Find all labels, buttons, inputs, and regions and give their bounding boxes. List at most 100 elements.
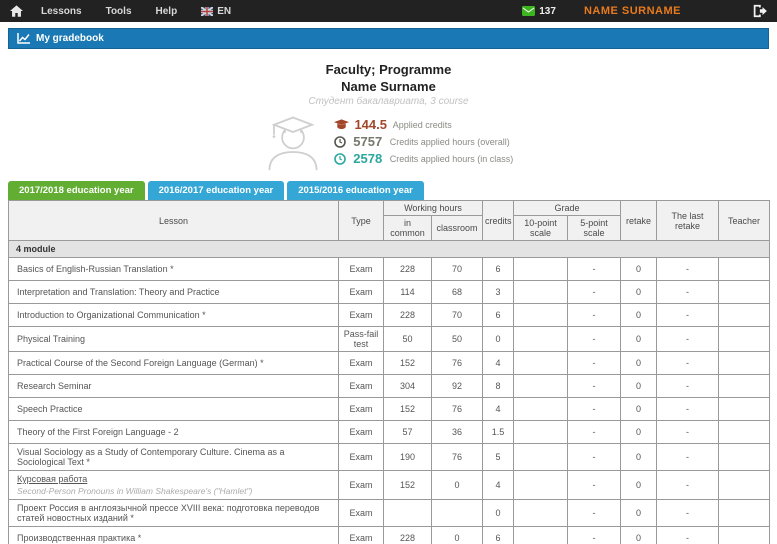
last-retake-cell: - (657, 444, 719, 471)
credits-cell: 6 (483, 527, 514, 544)
grade5-cell: - (568, 375, 621, 398)
user-name[interactable]: NAME SURNAME (584, 5, 681, 17)
chart-line-icon (17, 33, 30, 44)
grade10-cell (514, 258, 568, 281)
hours-common-cell: 152 (384, 352, 432, 375)
tab-2015-2016[interactable]: 2015/2016 education year (287, 181, 424, 200)
lesson-row: Interpretation and Translation: Theory a… (9, 281, 770, 304)
module-section-row: 4 module (9, 241, 770, 258)
lesson-link[interactable]: Курсовая работа (17, 474, 87, 484)
lesson-cell: Проект Россия в англоязычной прессе XVII… (9, 500, 339, 527)
retake-cell: 0 (621, 444, 657, 471)
top-navigation-bar: Lessons Tools Help EN 137 NAME SURNAME (0, 0, 777, 22)
lesson-title: Research Seminar (17, 381, 92, 391)
grade5-cell: - (568, 281, 621, 304)
stat-hours-overall: 5757 Credits applied hours (overall) (334, 134, 514, 149)
clock-icon (334, 153, 346, 165)
hours-classroom-cell: 70 (432, 258, 483, 281)
last-retake-cell: - (657, 304, 719, 327)
last-retake-cell: - (657, 352, 719, 375)
last-retake-cell: - (657, 500, 719, 527)
last-retake-cell: - (657, 398, 719, 421)
hours-in-class-value: 2578 (351, 151, 385, 166)
type-cell: Exam (339, 471, 384, 500)
lesson-title: Проект Россия в англоязычной прессе XVII… (17, 503, 319, 523)
hours-classroom-cell: 76 (432, 444, 483, 471)
student-status: Студент бакалавриата, 3 course (0, 96, 777, 107)
language-label: EN (217, 6, 231, 17)
stat-applied-credits: 144.5 Applied credits (334, 117, 514, 132)
logout-icon[interactable] (751, 4, 767, 18)
grade5-cell: - (568, 304, 621, 327)
retake-cell: 0 (621, 527, 657, 544)
last-retake-cell: - (657, 527, 719, 544)
hours-common-cell: 152 (384, 398, 432, 421)
type-cell: Exam (339, 352, 384, 375)
lesson-title: Interpretation and Translation: Theory a… (17, 287, 219, 297)
header-last-retake: The last retake (657, 201, 719, 241)
lesson-cell: Курсовая работаSecond-Person Pronouns in… (9, 471, 339, 500)
credits-cell: 5 (483, 444, 514, 471)
last-retake-cell: - (657, 375, 719, 398)
home-icon[interactable] (10, 5, 23, 17)
student-name: Name Surname (0, 79, 777, 94)
lesson-cell: Visual Sociology as a Study of Contempor… (9, 444, 339, 471)
retake-cell: 0 (621, 258, 657, 281)
teacher-cell (719, 327, 770, 352)
applied-credits-value: 144.5 (354, 117, 388, 132)
grade10-cell (514, 421, 568, 444)
grade10-cell (514, 527, 568, 544)
credits-cell: 1.5 (483, 421, 514, 444)
grade10-cell (514, 352, 568, 375)
envelope-icon (522, 6, 535, 16)
gradebook-table-body: 4 module Basics of English-Russian Transl… (9, 241, 770, 544)
menu-item-tools[interactable]: Tools (106, 6, 132, 17)
hours-common-cell: 228 (384, 258, 432, 281)
student-profile: Faculty; Programme Name Surname Студент … (0, 62, 777, 171)
teacher-cell (719, 444, 770, 471)
module-section-title: 4 module (9, 241, 770, 258)
lesson-row: Производственная практика *Exam22806-0- (9, 527, 770, 544)
lesson-row: Speech PracticeExam152764-0- (9, 398, 770, 421)
menu-item-lessons[interactable]: Lessons (41, 6, 82, 17)
menu-item-help[interactable]: Help (156, 6, 178, 17)
hours-in-class-label: Credits applied hours (in class) (390, 154, 514, 164)
header-in-common: in common (384, 216, 432, 241)
grade10-cell (514, 398, 568, 421)
credits-cell: 4 (483, 471, 514, 500)
hours-common-cell: 50 (384, 327, 432, 352)
type-cell: Exam (339, 527, 384, 544)
hours-overall-value: 5757 (351, 134, 385, 149)
hours-common-cell: 228 (384, 527, 432, 544)
retake-cell: 0 (621, 352, 657, 375)
lesson-row: Introduction to Organizational Communica… (9, 304, 770, 327)
lesson-title: Speech Practice (17, 404, 83, 414)
stat-hours-in-class: 2578 Credits applied hours (in class) (334, 151, 514, 166)
credits-cell: 4 (483, 352, 514, 375)
header-scale10: 10-point scale (514, 216, 568, 241)
type-cell: Pass-fail test (339, 327, 384, 352)
teacher-cell (719, 421, 770, 444)
teacher-cell (719, 398, 770, 421)
uk-flag-icon (201, 7, 213, 16)
type-cell: Exam (339, 421, 384, 444)
tab-2016-2017[interactable]: 2016/2017 education year (148, 181, 285, 200)
header-scale5: 5-point scale (568, 216, 621, 241)
retake-cell: 0 (621, 471, 657, 500)
hours-classroom-cell: 0 (432, 471, 483, 500)
tab-2017-2018[interactable]: 2017/2018 education year (8, 181, 145, 200)
type-cell: Exam (339, 398, 384, 421)
messages-indicator[interactable]: 137 (522, 6, 556, 17)
gradebook-header-bar: My gradebook (8, 28, 769, 49)
lesson-cell: Theory of the First Foreign Language - 2 (9, 421, 339, 444)
grade10-cell (514, 304, 568, 327)
grade10-cell (514, 471, 568, 500)
lesson-title: Basics of English-Russian Translation * (17, 264, 174, 274)
hours-common-cell: 304 (384, 375, 432, 398)
lesson-cell: Speech Practice (9, 398, 339, 421)
hours-classroom-cell: 70 (432, 304, 483, 327)
credits-cell: 6 (483, 258, 514, 281)
grade5-cell: - (568, 471, 621, 500)
last-retake-cell: - (657, 421, 719, 444)
language-switcher[interactable]: EN (201, 6, 231, 17)
